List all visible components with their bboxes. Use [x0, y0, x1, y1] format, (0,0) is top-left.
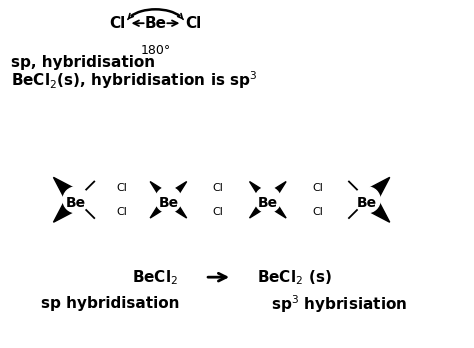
- Text: Be: Be: [145, 16, 166, 31]
- Polygon shape: [150, 196, 173, 218]
- Text: Be: Be: [66, 196, 86, 210]
- Text: sp$^3$ hybrisiation: sp$^3$ hybrisiation: [271, 293, 408, 315]
- Polygon shape: [360, 177, 390, 207]
- Circle shape: [155, 187, 182, 213]
- Text: sp hybridisation: sp hybridisation: [42, 296, 180, 311]
- Text: Cl: Cl: [117, 182, 128, 192]
- Polygon shape: [264, 182, 286, 204]
- Polygon shape: [264, 196, 286, 218]
- Text: Cl: Cl: [117, 207, 128, 217]
- Circle shape: [255, 187, 281, 213]
- Polygon shape: [54, 193, 83, 222]
- Text: Cl: Cl: [185, 16, 201, 31]
- Text: 180°: 180°: [140, 45, 171, 57]
- Polygon shape: [164, 182, 187, 204]
- Text: BeCl$_2$(s), hybridisation is sp$^3$: BeCl$_2$(s), hybridisation is sp$^3$: [11, 69, 258, 90]
- Text: Cl: Cl: [213, 182, 224, 192]
- Polygon shape: [54, 177, 83, 207]
- Polygon shape: [249, 182, 272, 204]
- Polygon shape: [360, 193, 390, 222]
- Circle shape: [354, 187, 380, 213]
- Text: sp, hybridisation: sp, hybridisation: [11, 55, 155, 70]
- Text: Be: Be: [158, 196, 179, 210]
- Text: Be: Be: [258, 196, 278, 210]
- Text: Cl: Cl: [312, 182, 323, 192]
- Text: Cl: Cl: [213, 207, 224, 217]
- Text: Cl: Cl: [109, 16, 126, 31]
- Text: BeCl$_2$: BeCl$_2$: [132, 268, 179, 286]
- Text: BeCl$_2$ (s): BeCl$_2$ (s): [257, 268, 332, 286]
- Text: Be: Be: [357, 196, 377, 210]
- Polygon shape: [249, 196, 272, 218]
- Circle shape: [63, 187, 89, 213]
- Polygon shape: [150, 182, 173, 204]
- Polygon shape: [164, 196, 187, 218]
- Text: Cl: Cl: [312, 207, 323, 217]
